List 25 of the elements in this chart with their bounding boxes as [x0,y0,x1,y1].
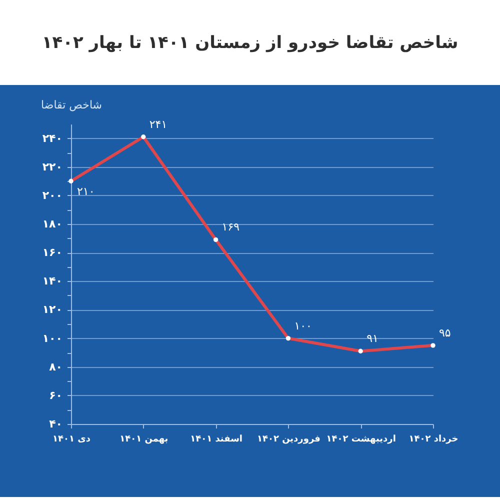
x-tick-label: فروردین ۱۴۰۲ [256,434,321,444]
x-tick-label: بهمن ۱۴۰۱ [120,434,168,444]
data-label: ۲۱۰ [77,185,95,198]
y-axis-title: شاخص تقاضا [40,98,102,112]
data-label: ۱۶۹ [222,220,240,234]
y-tick-label: ۲۴۰ [42,132,62,145]
data-label: ۱۰۰ [294,319,312,332]
chart-title: شاخص تقاضا خودرو از زمستان ۱۴۰۱ تا بهار ۱۴۰۲ [42,33,458,53]
y-tick-label: ۱۶۰ [42,246,62,260]
y-tick-label: ۱۲۰ [42,303,62,316]
y-tick-label: ۸۰ [49,360,62,374]
y-tick-label: ۱۰۰ [42,332,62,345]
y-tick-label: ۱۴۰ [42,274,62,288]
x-tick-label: دی ۱۴۰۱ [52,434,91,444]
data-label: ۹۵ [439,326,451,340]
y-tick-label: ۶۰ [49,388,62,402]
x-tick-label: اسفند ۱۴۰۱ [190,434,243,444]
y-tick-label: ۴۰ [49,418,62,430]
y-tick-label: ۲۲۰ [42,160,62,174]
y-tick-label: ۱۸۰ [42,218,62,230]
data-label: ۹۱ [366,332,378,346]
data-label: ۲۴۱ [149,118,168,131]
x-tick-label: خرداد ۱۴۰۲ [408,434,458,444]
y-tick-label: ۲۰۰ [42,188,62,202]
x-tick-label: اردیبهشت ۱۴۰۲ [326,434,396,444]
